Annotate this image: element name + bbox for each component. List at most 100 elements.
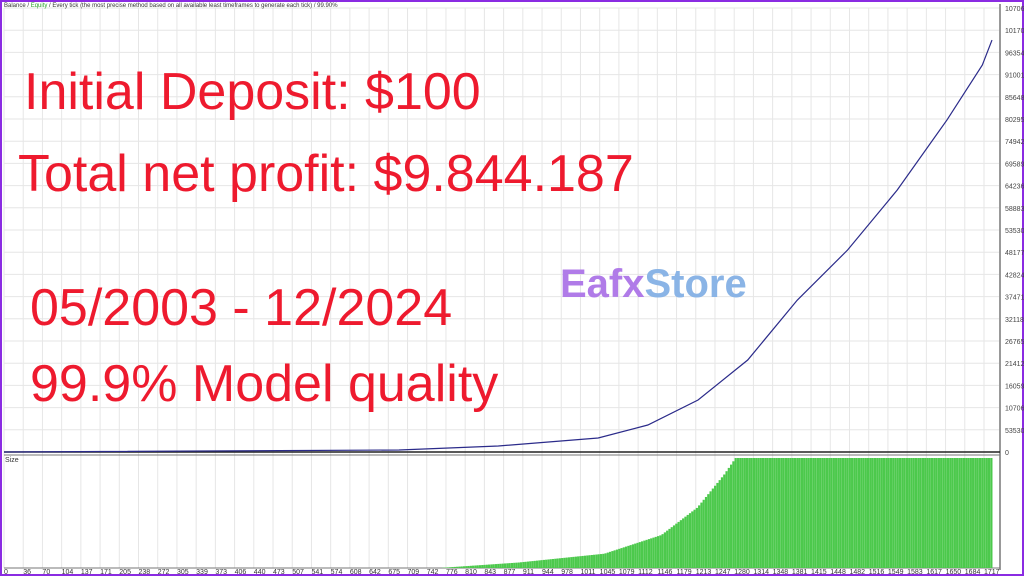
size-bar [853,458,856,568]
size-bar [595,554,598,568]
size-bar [837,458,840,568]
size-bar [949,458,952,568]
size-bar [812,458,815,568]
size-bar [645,539,648,568]
size-bar [460,566,463,568]
size-bar [458,566,461,568]
size-bar [807,458,810,568]
size-bar [533,560,536,568]
size-bar [985,458,988,568]
x-tick-label: 1650 [946,569,962,576]
x-tick-label: 541 [311,569,323,576]
size-bar [805,458,808,568]
size-bar [764,458,767,568]
size-bar [494,564,498,568]
size-bar [478,565,482,568]
y-tick-label: 107060 [1005,406,1024,413]
size-bar [451,567,454,568]
size-bar [672,525,676,568]
size-bar [750,458,753,568]
size-bar [903,458,906,568]
size-bar [666,530,669,568]
x-tick-label: 1213 [696,569,712,576]
x-tick-label: 1482 [849,569,865,576]
x-tick-label: 742 [427,569,439,576]
size-bar [958,458,961,568]
size-bar [921,458,924,568]
size-bar [503,563,507,568]
y-tick-label: 53530 [1005,428,1024,435]
size-bar [723,474,726,568]
size-bar [677,521,680,568]
size-bar [622,547,625,568]
x-tick-label: 373 [215,569,227,576]
size-bar [506,563,509,568]
size-bar [933,458,936,568]
size-bar [780,458,783,568]
size-bar [777,458,781,568]
size-bar [519,562,523,568]
size-bar [599,554,603,568]
size-bar [867,458,870,568]
x-tick-label: 1314 [753,569,769,576]
y-tick-label: 963543 [1005,50,1024,57]
size-bar [771,458,774,568]
x-tick-label: 104 [62,569,74,576]
date-range-text: 05/2003 - 12/2024 [30,279,453,337]
size-bar [481,565,484,568]
x-tick-label: 1280 [734,569,750,576]
size-bar [711,488,714,568]
size-bar [830,458,833,568]
size-bar [485,564,488,568]
size-bar [556,558,559,568]
size-bar [682,518,685,568]
balance-legend: Balance [4,3,26,9]
size-bar [962,458,966,568]
size-bar [499,563,502,568]
x-tick-label: 911 [523,569,534,576]
size-bar [914,458,918,568]
size-bar [917,458,920,568]
size-bar [707,494,710,568]
size-bar [508,563,511,568]
y-tick-label: 642362 [1005,184,1024,191]
size-bar [976,458,979,568]
size-bar [549,559,552,568]
size-bar [670,527,673,568]
size-bar [497,563,500,568]
x-tick-label: 1011 [580,569,595,576]
size-bar [990,458,993,568]
size-bar [579,556,582,568]
size-bar [876,458,879,568]
x-tick-label: 1549 [888,569,904,576]
y-tick-label: 910012 [1005,73,1024,80]
y-tick-label: 374711 [1005,295,1024,302]
size-bar [709,491,712,568]
size-bar [631,544,635,568]
x-tick-label: 1583 [907,569,923,576]
size-bar [609,551,612,568]
x-tick-label: 1415 [811,569,827,576]
size-bar [593,554,596,568]
size-bar [563,557,566,568]
size-bar [960,458,963,568]
watermark-part1: Eafx [560,262,645,306]
x-tick-label: 608 [350,569,362,576]
size-bar [896,458,899,568]
x-tick-label: 36 [23,569,31,576]
y-tick-label: 695892 [1005,161,1024,168]
size-bar [542,559,546,568]
size-bar [565,557,568,568]
model-quality-text: 99.9% Model quality [30,355,499,413]
size-bar [561,558,564,568]
size-bar [871,458,874,568]
size-bar [714,485,717,568]
size-bar [656,536,660,568]
size-bar [492,564,495,568]
model-description: / Every tick (the most precise method ba… [47,3,338,9]
size-bar [848,458,851,568]
size-bar [636,542,639,568]
size-bar [686,514,689,568]
size-bar [693,509,696,568]
size-bar [832,458,835,568]
